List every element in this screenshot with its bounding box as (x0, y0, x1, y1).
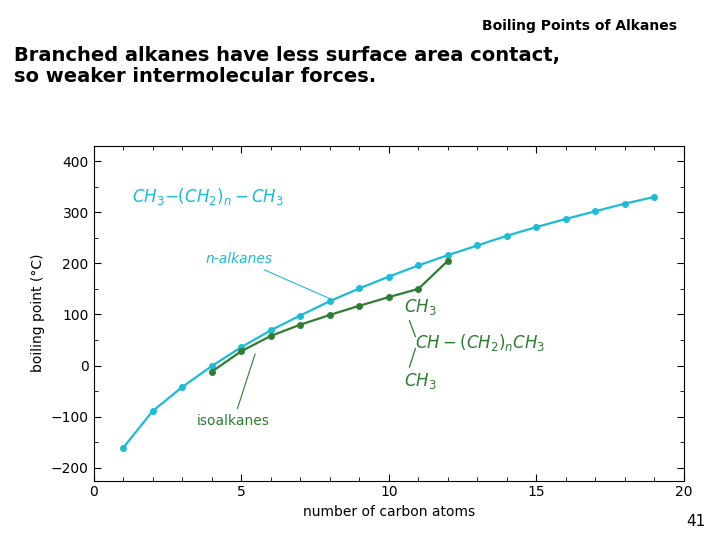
Text: $\mathit{CH_3}$: $\mathit{CH_3}$ (403, 297, 436, 317)
Text: so weaker intermolecular forces.: so weaker intermolecular forces. (14, 68, 377, 86)
Text: 41: 41 (686, 514, 706, 529)
Text: $\mathit{CH_3}$$\mathit{-(CH_2)_n-}$$\mathit{CH_3}$: $\mathit{CH_3}$$\mathit{-(CH_2)_n-}$$\ma… (132, 186, 284, 207)
Text: $\mathit{CH-(CH_2)_nCH_3}$: $\mathit{CH-(CH_2)_nCH_3}$ (415, 332, 546, 353)
Y-axis label: boiling point (°C): boiling point (°C) (31, 254, 45, 373)
Text: isoalkanes: isoalkanes (197, 354, 270, 428)
Text: Boiling Points of Alkanes: Boiling Points of Alkanes (482, 19, 677, 33)
Text: Branched alkanes have less surface area contact,: Branched alkanes have less surface area … (14, 46, 560, 65)
Text: $\mathit{CH_3}$: $\mathit{CH_3}$ (403, 370, 436, 391)
X-axis label: number of carbon atoms: number of carbon atoms (302, 505, 475, 519)
Text: n-alkanes: n-alkanes (206, 252, 333, 300)
